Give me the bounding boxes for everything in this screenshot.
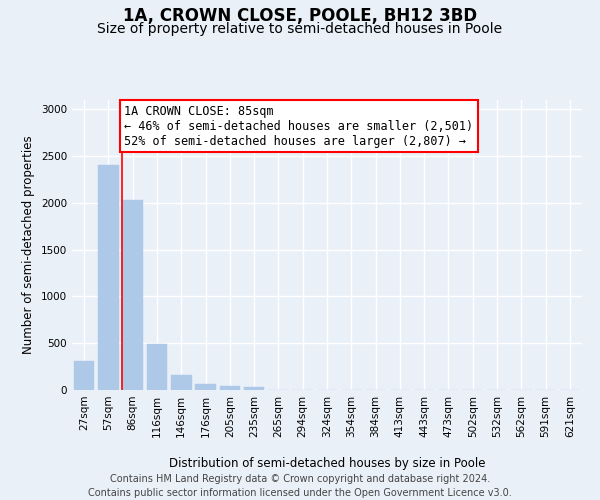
Y-axis label: Number of semi-detached properties: Number of semi-detached properties (22, 136, 35, 354)
Text: Distribution of semi-detached houses by size in Poole: Distribution of semi-detached houses by … (169, 458, 485, 470)
Bar (98, 164, 119, 390)
Text: 1A CROWN CLOSE: 85sqm
← 46% of semi-detached houses are smaller (2,501)
52% of s: 1A CROWN CLOSE: 85sqm ← 46% of semi-deta… (124, 104, 473, 148)
Text: Contains HM Land Registry data © Crown copyright and database right 2024.
Contai: Contains HM Land Registry data © Crown c… (88, 474, 512, 498)
Bar (195, 384, 216, 390)
Bar (171, 375, 191, 390)
Bar (220, 386, 240, 390)
Text: Size of property relative to semi-detached houses in Poole: Size of property relative to semi-detach… (97, 22, 503, 36)
Bar (244, 386, 265, 390)
Bar (122, 200, 143, 390)
Bar (74, 362, 94, 390)
Bar (146, 344, 167, 390)
Text: 1A, CROWN CLOSE, POOLE, BH12 3BD: 1A, CROWN CLOSE, POOLE, BH12 3BD (123, 8, 477, 26)
